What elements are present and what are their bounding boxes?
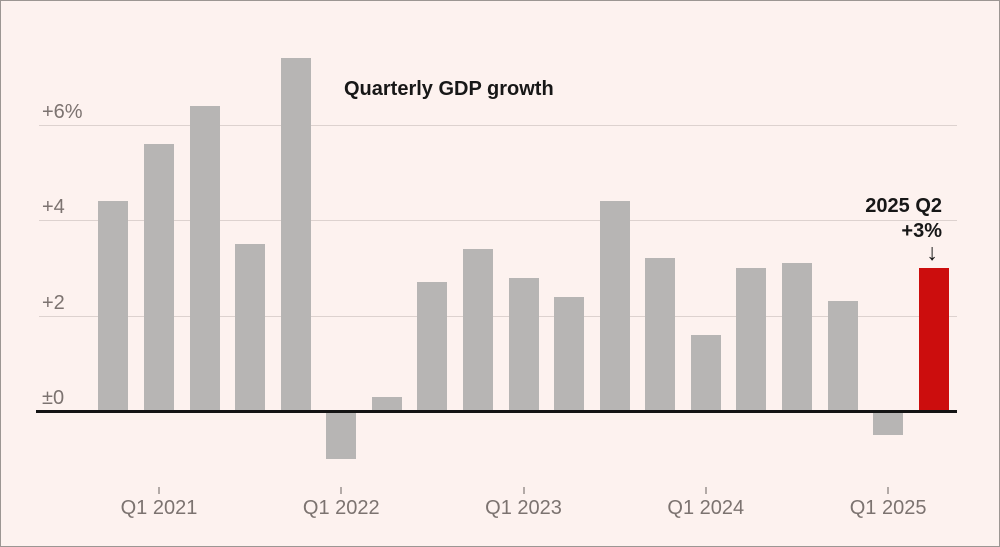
x-axis-label: Q1 2025	[849, 497, 927, 519]
annotation-value-label: +3%	[901, 220, 942, 242]
bar-q1-2024	[690, 334, 721, 411]
x-axis-tick	[887, 487, 890, 494]
y-axis-label: +6%	[42, 100, 83, 123]
chart-title: Quarterly GDP growth	[344, 78, 554, 100]
bar-q4-2022	[462, 248, 493, 411]
x-axis-label: Q1 2022	[302, 497, 380, 519]
y-gridline	[39, 220, 957, 222]
bar-q4-2021	[280, 58, 311, 411]
y-gridline	[39, 315, 957, 317]
x-axis-tick	[704, 487, 707, 494]
bar-q3-2023	[599, 201, 630, 411]
bar-q2-2022	[371, 396, 402, 411]
x-axis-label: Q1 2023	[485, 497, 562, 519]
down-arrow-icon: ↓	[926, 239, 938, 265]
y-axis-label: +2	[42, 291, 65, 314]
x-axis-tick	[157, 487, 160, 494]
bar-q2-2021	[189, 105, 220, 411]
y-axis-label: ±0	[42, 387, 65, 409]
y-axis-label: +4	[42, 196, 65, 219]
bar-q1-2025	[873, 411, 904, 435]
bar-q1-2023	[508, 277, 539, 411]
x-axis-tick	[340, 487, 343, 494]
bar-q4-2024	[827, 301, 858, 411]
y-gridline	[39, 124, 957, 126]
bar-q3-2021	[235, 244, 266, 411]
annotation-quarter-label: 2025 Q2	[865, 195, 942, 217]
x-axis-tick	[522, 487, 525, 494]
bar-q2-2023	[554, 296, 585, 411]
bar-q2-2025	[918, 267, 949, 411]
bar-q4-2023	[645, 258, 676, 411]
bar-q4-2020	[98, 201, 129, 411]
x-axis-label: Q1 2024	[667, 497, 745, 519]
highlight-annotation: 2025 Q2 +3%	[865, 194, 942, 244]
bar-q1-2021	[143, 144, 174, 411]
bar-q2-2024	[736, 267, 767, 411]
bar-q3-2022	[417, 282, 448, 411]
zero-baseline	[36, 410, 957, 413]
bar-q1-2022	[326, 411, 357, 459]
x-axis-label: Q1 2021	[120, 497, 198, 519]
bar-q3-2024	[781, 263, 812, 411]
